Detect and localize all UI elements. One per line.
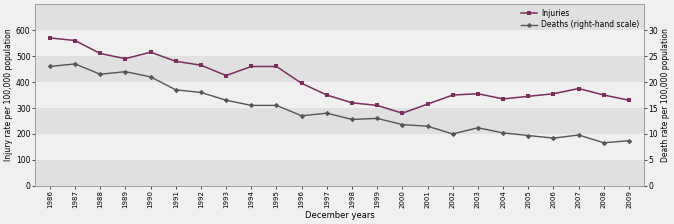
Legend: Injuries, Deaths (right-hand scale): Injuries, Deaths (right-hand scale) [518, 6, 642, 32]
Bar [35, 160, 644, 186]
Bar [35, 56, 644, 82]
X-axis label: December years: December years [305, 211, 374, 220]
Y-axis label: Death rate per 100,000 population: Death rate per 100,000 population [661, 28, 670, 162]
Bar [35, 108, 644, 134]
Y-axis label: Injury rate per 100,000 population: Injury rate per 100,000 population [4, 29, 13, 161]
Bar [35, 4, 644, 30]
